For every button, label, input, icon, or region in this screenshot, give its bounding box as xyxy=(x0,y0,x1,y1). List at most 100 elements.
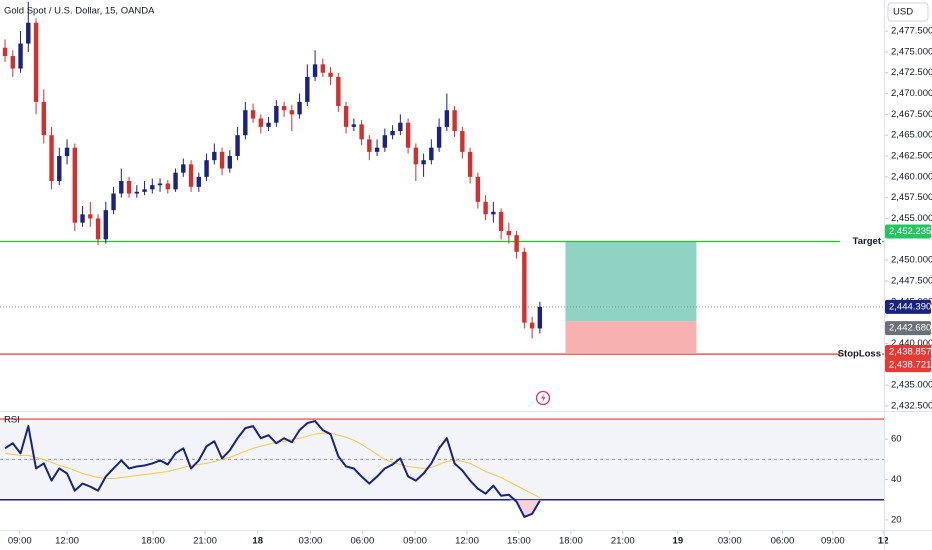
profit-zone xyxy=(565,241,697,322)
candle-body xyxy=(529,322,535,329)
currency-label[interactable]: USD xyxy=(893,7,913,18)
rsi-tick-label: 20 xyxy=(891,514,902,525)
x-tick-label: 15:00 xyxy=(507,536,531,547)
candle-body xyxy=(382,135,388,148)
candle-body xyxy=(436,126,442,148)
chart-title: Gold Spot / U.S. Dollar, 15, OANDA xyxy=(4,6,155,17)
rsi-label: RSI xyxy=(4,415,20,426)
rsi-tick-label: 60 xyxy=(891,434,902,445)
price-tag-label: 2,438.857 xyxy=(889,346,931,357)
price-tag xyxy=(885,358,931,373)
candle-body xyxy=(57,156,62,182)
candle-body xyxy=(367,139,372,152)
x-tick-label: 09:00 xyxy=(403,536,427,547)
x-tick-label: 18:00 xyxy=(141,536,165,547)
y-tick-label: 2,467.500 xyxy=(891,109,932,120)
x-tick-label: 03:00 xyxy=(299,536,323,547)
candle-body xyxy=(522,251,527,323)
candle-body xyxy=(444,110,450,127)
candle-body xyxy=(336,76,341,107)
candle-body xyxy=(33,22,39,102)
candle-body xyxy=(537,306,543,329)
candle-body xyxy=(243,110,248,136)
candle-body xyxy=(398,122,403,132)
candle-body xyxy=(26,22,31,44)
rsi-line xyxy=(4,420,541,518)
price-tag-label: 2,452.235 xyxy=(889,226,931,237)
x-tick-label: 12:00 xyxy=(455,536,479,547)
candle-body xyxy=(266,122,271,127)
candle-body xyxy=(351,124,357,127)
candle-body xyxy=(421,160,426,165)
candle-body xyxy=(483,201,488,215)
candle-body xyxy=(297,101,302,115)
candle-body xyxy=(196,176,202,187)
candle-body xyxy=(173,172,178,190)
candle-body xyxy=(475,176,481,202)
price-tag xyxy=(885,224,931,239)
candle-body xyxy=(219,151,225,169)
candle-body xyxy=(165,183,171,190)
candle-body xyxy=(390,131,395,136)
rsi-ma-line xyxy=(4,432,541,499)
candle-body xyxy=(506,230,512,236)
x-tick-label: 19 xyxy=(673,536,684,547)
y-tick-label: 2,477.500 xyxy=(891,26,932,37)
y-tick-label: 2,440.000 xyxy=(891,338,932,349)
candle-body xyxy=(460,131,465,152)
candle-body xyxy=(405,122,411,148)
candle-body xyxy=(119,181,124,194)
candle-body xyxy=(204,160,209,177)
replay-icon[interactable] xyxy=(535,390,551,406)
candle-body xyxy=(227,156,233,169)
x-tick-label: 09:00 xyxy=(821,536,845,547)
candle-body xyxy=(2,47,8,57)
price-tag-label: 2,444.390 xyxy=(889,301,931,312)
price-tag xyxy=(885,321,931,336)
line-label: StopLoss xyxy=(838,349,881,360)
y-tick-label: 2,472.500 xyxy=(891,67,932,78)
candle-body xyxy=(10,56,15,69)
candle-body xyxy=(103,210,109,240)
candle-body xyxy=(111,193,116,211)
x-tick-label: 12:00 xyxy=(55,536,79,547)
y-tick-label: 2,457.500 xyxy=(891,192,932,203)
candle-body xyxy=(150,185,155,190)
x-tick-label: 21:00 xyxy=(193,536,217,547)
price-tag-label: 2,438.721 xyxy=(889,360,931,371)
candle-body xyxy=(312,64,318,77)
candle-body xyxy=(181,164,186,173)
y-tick-label: 2,462.500 xyxy=(891,151,932,162)
candle-body xyxy=(374,147,380,152)
candle-body xyxy=(467,151,473,177)
candle-body xyxy=(328,72,333,77)
candle-body xyxy=(514,235,519,252)
candle-body xyxy=(452,110,457,132)
rsi-oversold-fill xyxy=(524,499,533,517)
candle-body xyxy=(359,124,364,140)
line-label: Target xyxy=(853,236,882,247)
candle-body xyxy=(491,211,496,215)
candle-body xyxy=(88,214,93,219)
y-tick-label: 2,475.000 xyxy=(891,46,932,57)
icon-ring[interactable] xyxy=(535,390,551,406)
x-tick-label: 18:00 xyxy=(559,536,583,547)
x-tick-label: 21:00 xyxy=(611,536,635,547)
currency-box[interactable] xyxy=(887,2,929,22)
y-tick-label: 2,435.000 xyxy=(891,380,932,391)
x-tick-label: 12 xyxy=(878,536,889,547)
candle-body xyxy=(250,110,256,119)
price-tag-label: 2,442.680 xyxy=(889,323,931,334)
candle-body xyxy=(49,135,54,182)
candle-body xyxy=(235,135,240,157)
candle-body xyxy=(305,76,310,102)
x-tick-label: 18 xyxy=(252,536,263,547)
candle-body xyxy=(80,214,85,223)
y-tick-label: 2,460.000 xyxy=(891,171,932,182)
y-tick-label: 2,450.000 xyxy=(891,255,932,266)
icon-bolt[interactable] xyxy=(541,393,546,403)
candle-body xyxy=(142,189,147,192)
candle-body xyxy=(258,118,264,127)
candle-body xyxy=(281,106,287,111)
